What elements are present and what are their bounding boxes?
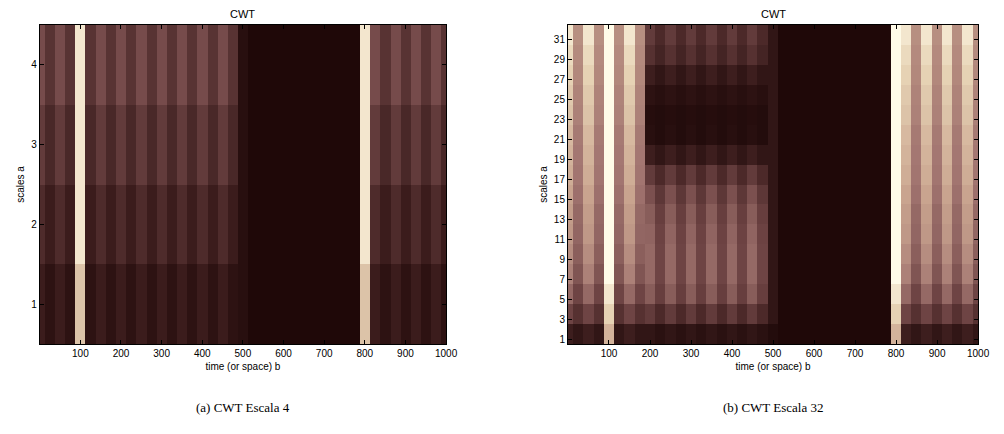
svg-text:(b) CWT Escala 32: (b) CWT Escala 32 bbox=[723, 400, 823, 415]
svg-text:500: 500 bbox=[235, 348, 252, 359]
svg-text:600: 600 bbox=[806, 348, 823, 359]
svg-text:400: 400 bbox=[194, 348, 211, 359]
svg-text:700: 700 bbox=[847, 348, 864, 359]
svg-text:scales a: scales a bbox=[538, 166, 549, 203]
svg-text:1000: 1000 bbox=[435, 348, 458, 359]
svg-text:CWT: CWT bbox=[761, 8, 786, 20]
svg-text:2: 2 bbox=[31, 219, 37, 230]
svg-text:700: 700 bbox=[316, 348, 333, 359]
svg-text:23: 23 bbox=[554, 114, 566, 125]
svg-text:scales a: scales a bbox=[15, 166, 26, 203]
svg-text:29: 29 bbox=[554, 54, 566, 65]
svg-text:CWT: CWT bbox=[230, 8, 255, 20]
svg-text:900: 900 bbox=[397, 348, 414, 359]
svg-text:25: 25 bbox=[554, 94, 566, 105]
svg-text:1000: 1000 bbox=[967, 348, 990, 359]
svg-text:11: 11 bbox=[555, 234, 566, 245]
svg-text:1: 1 bbox=[31, 299, 37, 310]
svg-text:(a) CWT Escala 4: (a) CWT Escala 4 bbox=[196, 400, 290, 415]
svg-text:21: 21 bbox=[554, 134, 566, 145]
svg-text:300: 300 bbox=[153, 348, 170, 359]
svg-text:800: 800 bbox=[356, 348, 373, 359]
svg-text:600: 600 bbox=[275, 348, 292, 359]
svg-text:1: 1 bbox=[559, 334, 565, 345]
svg-text:7: 7 bbox=[559, 274, 565, 285]
svg-text:200: 200 bbox=[113, 348, 130, 359]
svg-text:100: 100 bbox=[601, 348, 618, 359]
svg-text:100: 100 bbox=[72, 348, 89, 359]
svg-text:4: 4 bbox=[31, 59, 37, 70]
svg-text:3: 3 bbox=[559, 314, 565, 325]
svg-text:15: 15 bbox=[554, 194, 566, 205]
svg-text:9: 9 bbox=[559, 254, 565, 265]
svg-text:500: 500 bbox=[765, 348, 782, 359]
svg-text:time (or space) b: time (or space) b bbox=[205, 361, 280, 372]
svg-text:400: 400 bbox=[724, 348, 741, 359]
svg-text:900: 900 bbox=[929, 348, 946, 359]
svg-text:17: 17 bbox=[554, 174, 566, 185]
svg-text:300: 300 bbox=[683, 348, 700, 359]
svg-text:13: 13 bbox=[554, 214, 566, 225]
svg-text:19: 19 bbox=[554, 154, 566, 165]
svg-text:800: 800 bbox=[888, 348, 905, 359]
svg-text:200: 200 bbox=[642, 348, 659, 359]
svg-text:27: 27 bbox=[554, 74, 566, 85]
svg-text:3: 3 bbox=[31, 139, 37, 150]
svg-text:31: 31 bbox=[554, 34, 566, 45]
svg-text:time (or space) b: time (or space) b bbox=[736, 361, 811, 372]
svg-text:5: 5 bbox=[559, 294, 565, 305]
